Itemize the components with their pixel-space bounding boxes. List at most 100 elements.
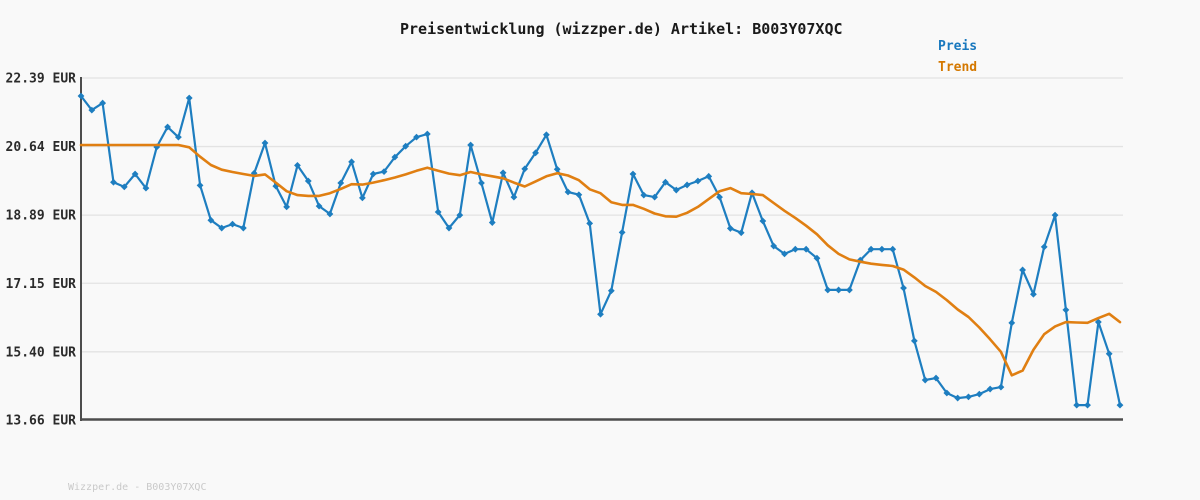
price-marker bbox=[662, 178, 669, 186]
price-marker bbox=[337, 179, 345, 187]
price-marker bbox=[1030, 290, 1037, 298]
price-marker bbox=[716, 193, 723, 201]
price-marker bbox=[445, 224, 453, 232]
price-marker bbox=[1116, 401, 1124, 409]
y-axis-tick-label: 15.40 EUR bbox=[6, 345, 77, 360]
price-marker bbox=[88, 106, 96, 114]
price-marker bbox=[910, 337, 918, 345]
price-marker bbox=[391, 153, 399, 161]
price-marker bbox=[348, 158, 355, 166]
price-marker bbox=[196, 181, 204, 189]
footer-watermark: Wizzper.de - B003Y07XQC bbox=[68, 482, 207, 493]
price-marker bbox=[456, 211, 464, 219]
price-marker bbox=[164, 123, 171, 131]
price-marker bbox=[705, 172, 713, 180]
price-marker bbox=[889, 245, 897, 253]
price-marker bbox=[402, 142, 410, 150]
y-axis-tick-label: 18.89 EUR bbox=[6, 209, 77, 224]
price-marker bbox=[369, 170, 377, 178]
price-marker bbox=[781, 250, 788, 258]
price-marker bbox=[413, 133, 420, 141]
price-marker bbox=[1084, 401, 1091, 409]
price-marker bbox=[120, 183, 128, 191]
price-marker bbox=[304, 177, 312, 185]
price-marker bbox=[272, 182, 280, 190]
price-marker bbox=[607, 287, 615, 295]
price-marker bbox=[575, 191, 583, 199]
price-marker bbox=[813, 254, 821, 262]
price-marker bbox=[434, 208, 442, 216]
price-marker bbox=[597, 310, 604, 318]
price-marker bbox=[1105, 350, 1113, 358]
y-axis-tick-label: 13.66 EUR bbox=[6, 414, 77, 429]
price-marker bbox=[423, 130, 431, 138]
price-marker bbox=[770, 242, 778, 250]
price-marker bbox=[542, 131, 550, 139]
price-marker bbox=[1008, 319, 1016, 327]
price-marker bbox=[77, 92, 85, 100]
y-axis-tick-label: 20.64 EUR bbox=[6, 140, 77, 155]
legend-trend-label: Trend bbox=[938, 60, 978, 75]
price-marker bbox=[110, 178, 117, 186]
price-marker bbox=[229, 220, 236, 228]
price-marker bbox=[1073, 401, 1081, 409]
price-marker bbox=[131, 170, 139, 178]
price-marker bbox=[759, 217, 767, 225]
legend-preis-label: Preis bbox=[938, 39, 978, 54]
price-marker bbox=[986, 385, 994, 393]
price-marker bbox=[932, 374, 940, 382]
price-marker bbox=[975, 390, 983, 398]
price-marker bbox=[846, 286, 853, 294]
trend-line bbox=[79, 143, 1122, 377]
price-marker bbox=[1062, 306, 1070, 314]
price-marker bbox=[326, 210, 334, 218]
price-marker bbox=[726, 225, 734, 232]
price-marker bbox=[943, 389, 951, 397]
price-marker bbox=[651, 193, 659, 201]
price-marker bbox=[315, 202, 323, 210]
price-marker bbox=[283, 203, 291, 211]
price-marker bbox=[867, 245, 875, 253]
price-marker bbox=[586, 219, 594, 227]
price-marker bbox=[564, 188, 572, 196]
price-marker bbox=[1040, 243, 1048, 251]
price-marker bbox=[532, 149, 539, 157]
price-marker bbox=[239, 224, 247, 232]
chart-title: Preisentwicklung (wizzper.de) Artikel: B… bbox=[400, 20, 843, 38]
y-axis-tick-label: 17.15 EUR bbox=[6, 277, 77, 292]
price-marker bbox=[1094, 318, 1102, 326]
price-marker bbox=[737, 229, 745, 237]
price-marker bbox=[824, 286, 832, 294]
price-marker bbox=[640, 191, 648, 199]
price-marker bbox=[380, 168, 388, 176]
price-marker bbox=[488, 219, 496, 226]
price-marker bbox=[878, 245, 886, 253]
price-marker bbox=[153, 143, 161, 151]
price-marker bbox=[142, 184, 150, 192]
price-marker bbox=[618, 228, 626, 236]
price-marker bbox=[900, 284, 907, 292]
price-marker bbox=[835, 286, 843, 294]
price-marker bbox=[218, 224, 226, 232]
price-marker bbox=[510, 193, 518, 201]
price-marker bbox=[791, 245, 799, 253]
price-marker bbox=[358, 194, 366, 202]
price-marker bbox=[207, 216, 215, 224]
price-marker bbox=[629, 170, 637, 178]
price-line bbox=[79, 94, 1122, 407]
price-marker bbox=[672, 186, 680, 194]
price-marker bbox=[99, 99, 107, 107]
price-marker bbox=[261, 139, 269, 147]
price-marker bbox=[965, 393, 972, 401]
price-marker bbox=[185, 94, 193, 102]
price-marker bbox=[1051, 211, 1059, 219]
price-marker bbox=[997, 383, 1005, 391]
price-marker bbox=[467, 141, 475, 149]
price-marker bbox=[499, 169, 507, 177]
price-marker bbox=[1019, 266, 1026, 274]
price-marker bbox=[954, 394, 962, 402]
price-marker bbox=[694, 177, 702, 185]
price-marker bbox=[921, 376, 929, 384]
